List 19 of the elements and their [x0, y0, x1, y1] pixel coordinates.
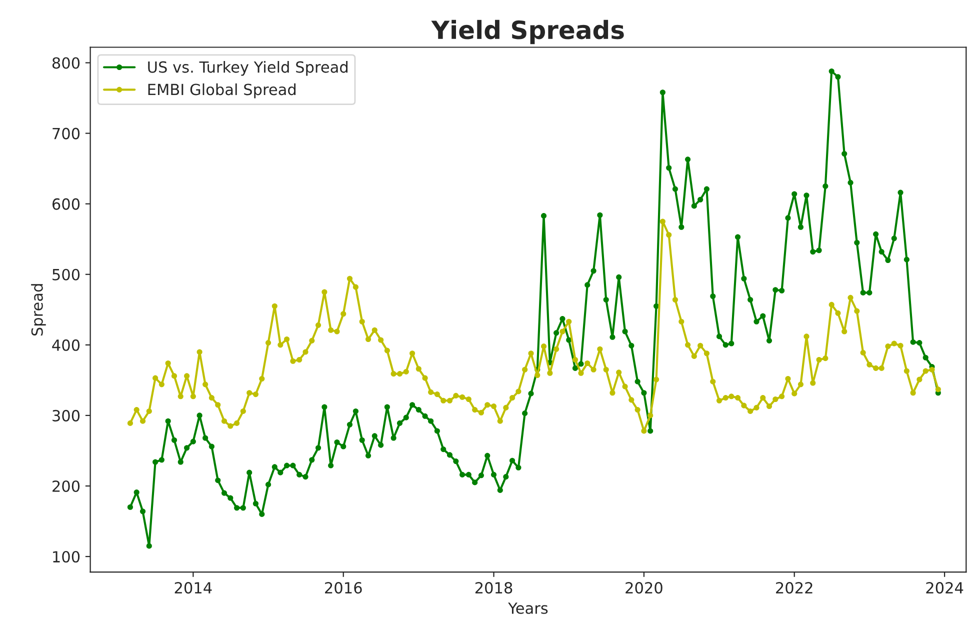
x-tick-label: 2022 [776, 582, 812, 594]
y-tick-label: 200 [52, 480, 80, 492]
y-tick-label: 500 [52, 268, 80, 280]
legend-label: EMBI Global Spread [148, 83, 296, 98]
y-tick-label: 800 [52, 57, 80, 69]
chart-title: Yield Spreads [431, 20, 624, 44]
y-tick-label: 400 [52, 339, 80, 351]
y-tick-label: 300 [52, 410, 80, 422]
x-tick-label: 2014 [174, 582, 212, 594]
y-tick-label: 100 [53, 550, 80, 563]
y-tick-label: 700 [52, 128, 80, 140]
legend-label: US vs. Turkey Yield Spread [148, 61, 348, 76]
x-axis-title: Years [508, 602, 548, 614]
x-tick-label: 2024 [926, 582, 964, 594]
y-tick-label: 600 [52, 198, 80, 210]
y-axis-title: Spread [31, 284, 46, 336]
x-tick-label: 2020 [626, 582, 662, 594]
x-tick-label: 2018 [475, 582, 512, 594]
x-tick-label: 2016 [325, 582, 362, 594]
